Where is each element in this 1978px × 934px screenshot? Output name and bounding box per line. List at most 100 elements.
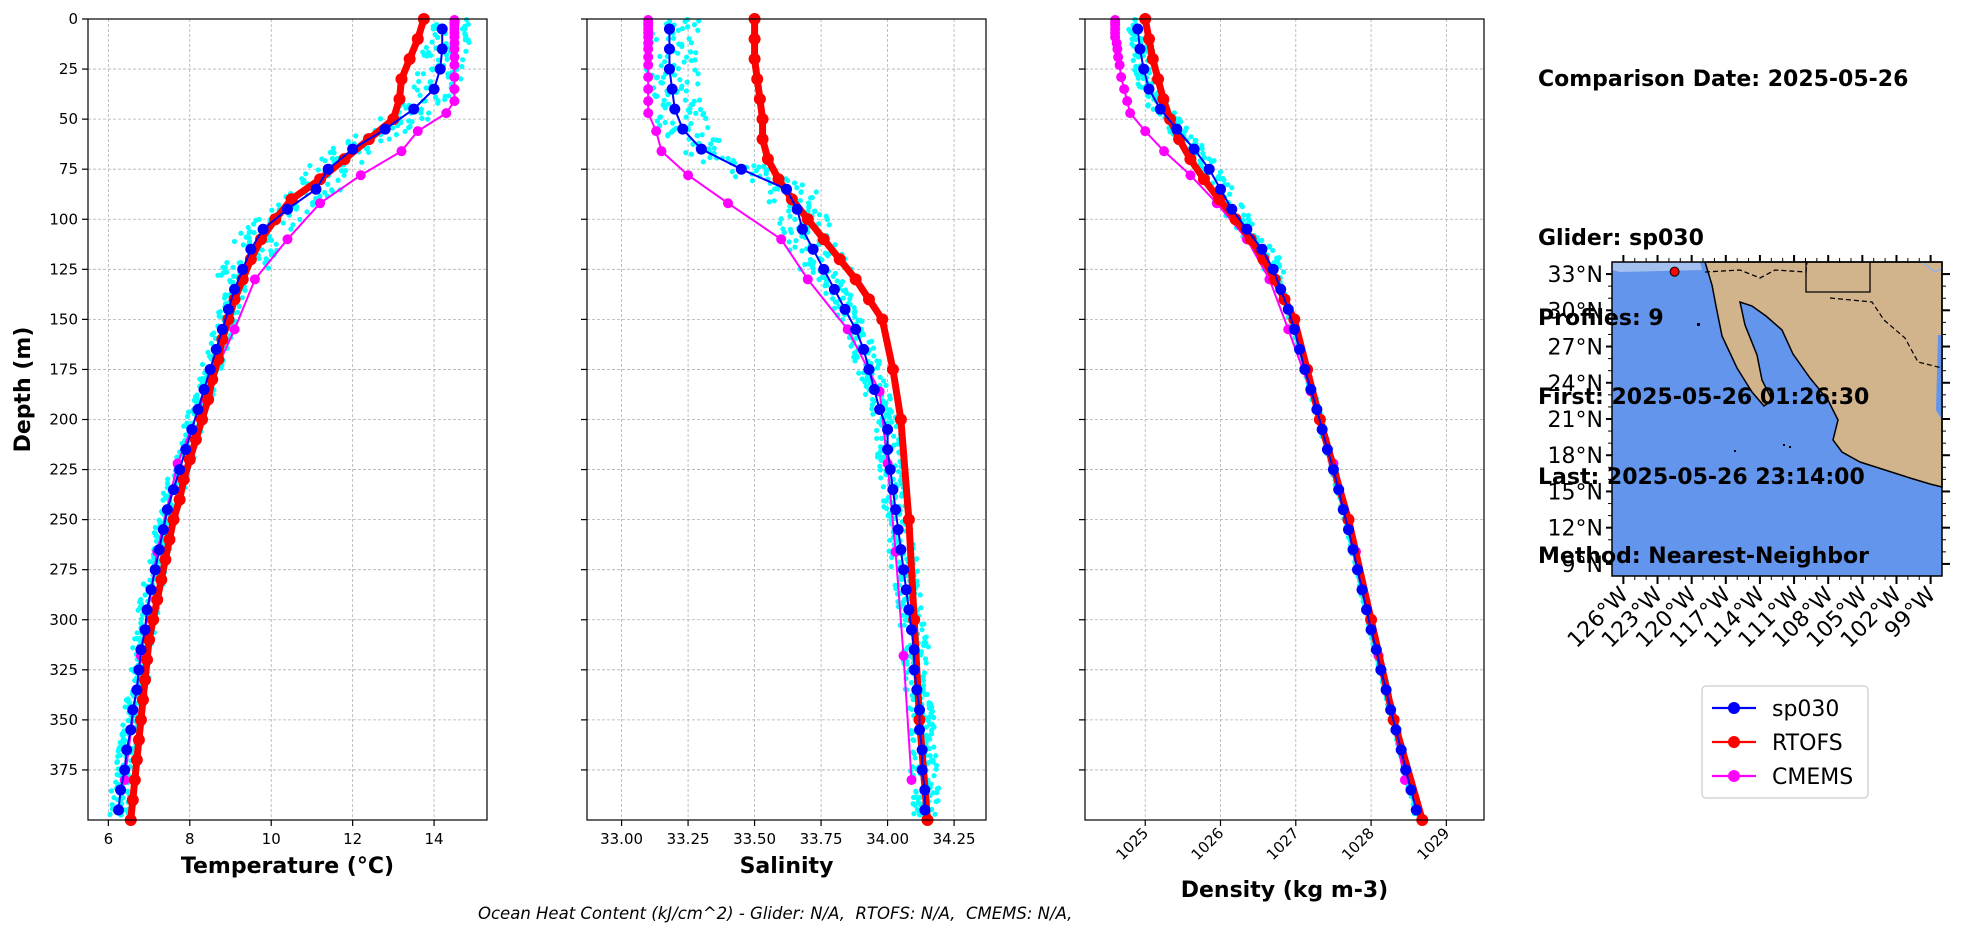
series-marker — [395, 73, 408, 86]
series-marker — [1215, 183, 1227, 195]
series-marker — [136, 693, 149, 706]
raw-dot — [826, 222, 832, 228]
x-tick-label: 1026 — [1188, 824, 1228, 864]
y-tick-label: 0 — [68, 10, 78, 28]
raw-dot — [122, 704, 128, 710]
raw-dot — [224, 259, 230, 266]
raw-dot — [414, 87, 421, 93]
series-marker — [1395, 744, 1407, 756]
raw-dot — [899, 493, 905, 499]
series-marker — [161, 504, 173, 516]
raw-dot — [695, 81, 701, 87]
x-axis-label: Temperature (°C) — [181, 854, 394, 879]
raw-dot — [799, 248, 805, 254]
raw-dot — [345, 140, 351, 146]
raw-dot — [908, 731, 914, 737]
series-marker — [1333, 484, 1345, 496]
x-tick-label: 34.25 — [933, 830, 976, 848]
raw-dot — [687, 109, 693, 115]
raw-dot — [881, 498, 887, 504]
series-marker — [449, 52, 460, 63]
series-marker — [143, 633, 156, 646]
series-marker — [833, 253, 846, 266]
raw-dot — [134, 630, 140, 636]
y-tick-label: 200 — [49, 411, 78, 429]
raw-dot — [1135, 75, 1141, 81]
raw-dot — [403, 105, 409, 111]
raw-dot — [273, 241, 279, 247]
raw-dot — [184, 413, 191, 420]
series-marker — [151, 593, 164, 606]
series-marker — [1154, 103, 1166, 115]
series-marker — [245, 243, 257, 255]
raw-dot — [682, 97, 689, 103]
raw-dot — [679, 43, 685, 49]
series-marker — [1385, 704, 1397, 716]
series-marker — [1184, 153, 1197, 166]
raw-dot — [322, 158, 328, 164]
raw-dot — [913, 556, 920, 562]
raw-dot — [239, 295, 245, 301]
raw-dot — [933, 798, 939, 805]
series-marker — [216, 323, 228, 335]
series-marker — [237, 263, 249, 275]
raw-dot — [222, 295, 228, 301]
map-island — [1734, 450, 1736, 452]
raw-dot — [843, 290, 850, 296]
series-marker — [157, 524, 169, 536]
raw-dot — [910, 801, 916, 807]
raw-dot — [753, 168, 759, 174]
raw-dot — [917, 592, 923, 598]
raw-dot — [675, 27, 681, 33]
raw-dot — [153, 533, 159, 539]
raw-dot — [767, 189, 774, 195]
series-marker — [147, 613, 160, 626]
raw-dot — [691, 22, 698, 28]
x-axis-label: Salinity — [740, 854, 834, 879]
x-tick-label: 33.50 — [733, 830, 776, 848]
raw-dot — [135, 607, 141, 613]
series-marker — [115, 784, 127, 796]
raw-dot — [797, 198, 803, 204]
series-marker — [1294, 343, 1306, 355]
series-marker — [196, 413, 208, 426]
series-marker — [441, 108, 452, 119]
raw-dot — [852, 358, 858, 364]
series-sp030 — [1132, 23, 1422, 816]
series-marker — [776, 234, 787, 245]
raw-dot — [411, 84, 417, 90]
series-marker — [1146, 53, 1159, 66]
raw-dot — [245, 224, 251, 231]
lat-label: 27°N — [1548, 336, 1603, 361]
raw-dot — [934, 786, 940, 792]
x-tick-label: 1028 — [1338, 824, 1378, 864]
raw-profile-dots — [1126, 16, 1421, 817]
raw-dot — [681, 59, 687, 65]
x-tick-label: 34.00 — [866, 830, 909, 848]
raw-dot — [653, 93, 659, 100]
raw-dot — [236, 260, 242, 266]
raw-dot — [852, 314, 858, 320]
series-marker — [128, 773, 141, 786]
raw-dot — [882, 401, 888, 407]
series-marker — [1119, 84, 1130, 95]
series-marker — [902, 513, 915, 526]
raw-dot — [854, 354, 861, 360]
raw-dot — [917, 794, 923, 800]
raw-dot — [919, 627, 925, 633]
series-marker — [1213, 193, 1226, 206]
raw-dot — [912, 755, 918, 761]
series-marker — [1365, 624, 1377, 636]
series-marker — [130, 753, 143, 766]
raw-dot — [686, 36, 692, 42]
y-tick-label: 300 — [49, 611, 78, 629]
raw-dot — [869, 406, 875, 412]
raw-dot — [888, 563, 894, 570]
series-marker — [914, 704, 925, 716]
series-marker — [1125, 108, 1136, 119]
raw-dot — [911, 751, 917, 757]
raw-dot — [891, 433, 897, 439]
raw-dot — [863, 391, 869, 397]
raw-dot — [787, 213, 793, 219]
series-marker — [403, 53, 416, 66]
